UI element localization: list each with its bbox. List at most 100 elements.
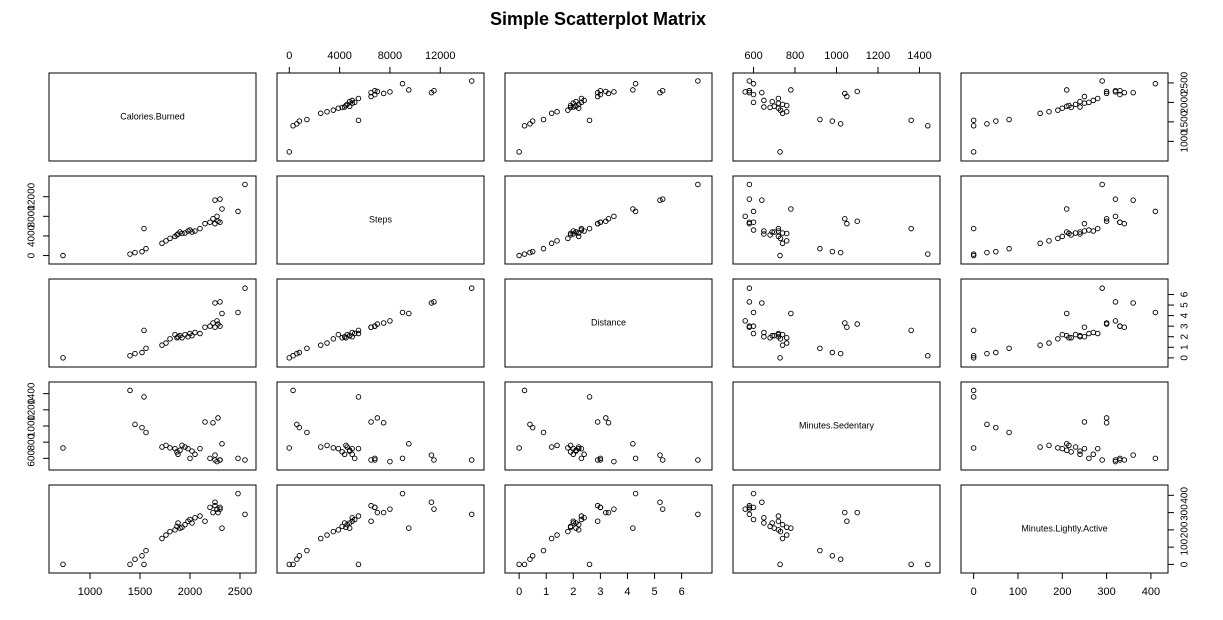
x-tick-label: 1 — [543, 586, 549, 598]
point — [516, 149, 522, 155]
point — [127, 561, 133, 568]
point — [1006, 345, 1012, 352]
point — [970, 123, 977, 129]
point — [970, 251, 977, 257]
y-tick-label: 0 — [1180, 561, 1191, 567]
point — [339, 523, 345, 530]
point — [746, 323, 753, 329]
point — [235, 490, 241, 497]
point — [594, 457, 601, 463]
point — [788, 310, 794, 317]
point — [1006, 429, 1012, 436]
point — [573, 520, 579, 526]
point — [1059, 233, 1066, 240]
point — [324, 442, 330, 449]
point — [1006, 245, 1012, 252]
point — [761, 97, 767, 104]
point — [984, 121, 990, 127]
point — [351, 330, 358, 337]
point — [1130, 300, 1136, 306]
point — [217, 219, 223, 225]
point — [750, 516, 757, 523]
point — [355, 394, 362, 400]
point — [829, 349, 836, 356]
point — [380, 509, 387, 516]
point — [139, 248, 145, 255]
y-tick-label: 3 — [1180, 323, 1191, 329]
point — [1094, 225, 1101, 232]
point — [406, 87, 412, 93]
x-tick-label: 1500 — [128, 586, 152, 598]
point — [182, 444, 188, 450]
point — [1037, 342, 1043, 348]
point — [769, 98, 775, 105]
point — [1046, 108, 1052, 115]
point — [192, 228, 198, 234]
chart-title: Simple Scatterplot Matrix — [490, 9, 706, 29]
point — [788, 525, 794, 531]
point — [355, 327, 362, 334]
point — [759, 499, 765, 505]
point — [189, 229, 195, 235]
point — [1103, 415, 1110, 421]
point — [304, 429, 310, 436]
point — [769, 332, 775, 339]
point — [573, 98, 579, 105]
point — [217, 457, 223, 463]
point — [167, 445, 173, 451]
point — [132, 249, 138, 256]
point — [746, 506, 753, 512]
point — [242, 285, 248, 291]
y-tick-label: 1400 — [27, 382, 38, 405]
point — [175, 520, 181, 526]
point — [335, 105, 342, 111]
x-tick-label: 1000 — [78, 586, 102, 598]
point — [548, 240, 555, 247]
point — [399, 309, 406, 316]
point — [1130, 89, 1136, 96]
point — [210, 216, 216, 222]
point — [854, 321, 860, 327]
point — [611, 89, 617, 95]
point — [349, 515, 355, 521]
y-tick-label: 5 — [1180, 302, 1191, 308]
point — [993, 424, 999, 431]
point — [750, 490, 757, 497]
point — [746, 78, 753, 84]
point — [1086, 455, 1092, 462]
x-tick-label: 100 — [1009, 586, 1027, 598]
point — [317, 110, 324, 117]
point — [217, 323, 223, 329]
x-tick-label: 800 — [786, 50, 804, 62]
panel-frame — [276, 278, 485, 368]
point — [242, 511, 248, 518]
point — [406, 310, 412, 317]
point — [817, 345, 823, 352]
point — [750, 99, 757, 106]
point — [219, 525, 225, 531]
point — [594, 518, 601, 524]
point — [586, 117, 593, 124]
point — [837, 121, 844, 127]
point — [970, 355, 977, 361]
point — [235, 208, 241, 215]
point — [761, 520, 767, 526]
point — [330, 528, 337, 535]
point — [212, 197, 218, 203]
panel-frame — [960, 175, 1169, 265]
y-tick-label: 2 — [1180, 334, 1191, 340]
point — [779, 342, 786, 348]
point — [908, 225, 914, 232]
point — [1112, 457, 1119, 463]
point — [516, 252, 522, 259]
point — [468, 78, 475, 84]
point — [202, 324, 208, 330]
point — [779, 535, 786, 542]
point — [750, 80, 757, 87]
point — [844, 324, 850, 330]
point — [769, 229, 775, 235]
point — [1094, 330, 1101, 337]
point — [343, 442, 349, 449]
point — [1099, 181, 1105, 188]
point — [368, 518, 374, 524]
